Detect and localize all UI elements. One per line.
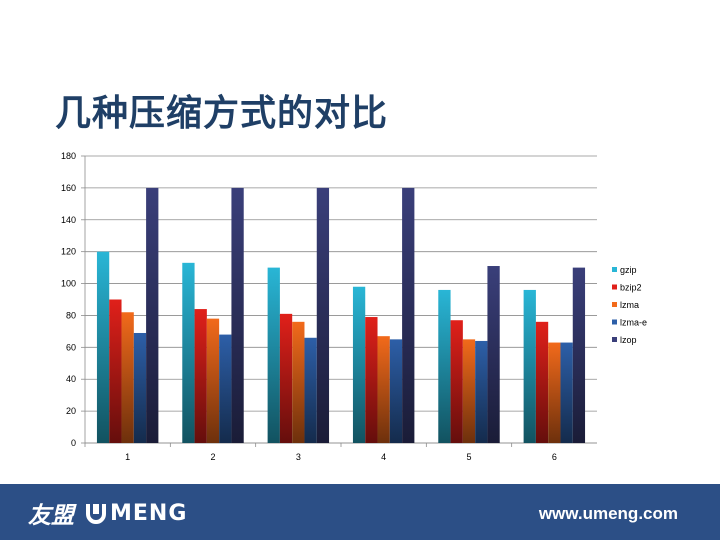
bar-lzop-1 — [146, 187, 159, 443]
legend-label-lzma-e: lzma-e — [620, 318, 647, 328]
logo-chinese-text: 友盟 — [28, 503, 74, 529]
bar-bzip2-6 — [535, 321, 549, 443]
bar-lzop-2 — [231, 187, 244, 443]
y-tick-label: 40 — [66, 374, 76, 384]
bar-lzma-e-6 — [560, 342, 573, 443]
bar-lzma-4 — [377, 336, 390, 443]
bar-gzip-2 — [182, 262, 195, 443]
y-tick-label: 140 — [61, 215, 76, 225]
bar-gzip-4 — [352, 286, 366, 443]
y-tick-label: 0 — [71, 438, 76, 448]
footer-bar: 友盟 MENG www.umeng.com — [0, 484, 720, 540]
legend-label-lzop: lzop — [620, 335, 637, 345]
bar-lzma-e-2 — [219, 334, 232, 443]
legend-swatch-bzip2 — [612, 284, 617, 290]
y-tick-label: 120 — [61, 247, 76, 257]
bar-lzma-3 — [292, 321, 305, 443]
bar-bzip2-3 — [279, 313, 293, 443]
y-tick-label: 20 — [66, 406, 76, 416]
x-axis: 1 2 3 4 5 6 — [84, 442, 597, 462]
y-tick-label: 80 — [66, 310, 76, 320]
legend-label-bzip2: bzip2 — [620, 283, 642, 293]
x-tick-label: 1 — [125, 452, 130, 462]
bar-lzop-6 — [572, 267, 586, 443]
bar-lzma-5 — [462, 339, 476, 443]
bar-bzip2-5 — [450, 320, 463, 443]
x-tick-label: 6 — [552, 452, 557, 462]
bar-bzip2-2 — [194, 309, 207, 443]
y-tick-label: 160 — [61, 183, 76, 193]
y-axis: 0 20 40 60 80 100 120 140 160 180 — [61, 151, 86, 448]
bar-bzip2-4 — [365, 317, 378, 443]
bar-lzma-e-4 — [389, 339, 403, 443]
bar-gzip-1 — [96, 251, 110, 443]
bar-chart: 0 20 40 60 80 100 120 140 160 180 1 2 3 4 5 6 gzip bzip… — [61, 151, 647, 462]
x-tick-label: 4 — [381, 452, 386, 462]
chart-gridlines — [85, 155, 597, 444]
bar-lzma-2 — [206, 318, 220, 443]
bar-lzma-e-5 — [475, 340, 488, 443]
bar-lzop-3 — [316, 187, 330, 443]
bar-gzip-3 — [267, 267, 280, 443]
legend-label-lzma: lzma — [620, 300, 639, 310]
y-tick-label: 180 — [61, 151, 76, 161]
legend-swatch-lzma — [612, 302, 617, 307]
bar-lzma-1 — [121, 312, 134, 443]
bar-gzip-5 — [438, 289, 451, 443]
legend-label-gzip: gzip — [620, 265, 637, 275]
bar-lzop-5 — [487, 266, 500, 443]
y-tick-label: 100 — [61, 279, 76, 289]
legend-swatch-lzma-e — [612, 319, 617, 325]
bar-lzma-e-1 — [133, 332, 147, 443]
bar-lzma-6 — [548, 342, 561, 443]
bar-gzip-6 — [523, 289, 536, 443]
bar-lzma-e-3 — [304, 337, 317, 443]
legend-swatch-gzip — [612, 267, 617, 272]
bar-lzop-4 — [402, 187, 415, 443]
page-title: 几种压缩方式的对比 — [55, 93, 389, 134]
umeng-u-icon — [86, 504, 106, 524]
x-tick-label: 5 — [466, 452, 471, 462]
bar-bzip2-1 — [109, 299, 122, 443]
website-url[interactable]: www.umeng.com — [538, 504, 678, 523]
x-tick-label: 2 — [210, 452, 215, 462]
logo-english-text: MENG — [110, 500, 188, 526]
y-tick-label: 60 — [66, 342, 76, 352]
x-tick-label: 3 — [296, 452, 301, 462]
umeng-logo[interactable]: 友盟 MENG — [28, 499, 188, 530]
legend-swatch-lzop — [612, 337, 617, 342]
chart-legend: gzip bzip2 lzma lzma-e lzop — [612, 265, 647, 345]
chart-bars — [96, 187, 586, 443]
